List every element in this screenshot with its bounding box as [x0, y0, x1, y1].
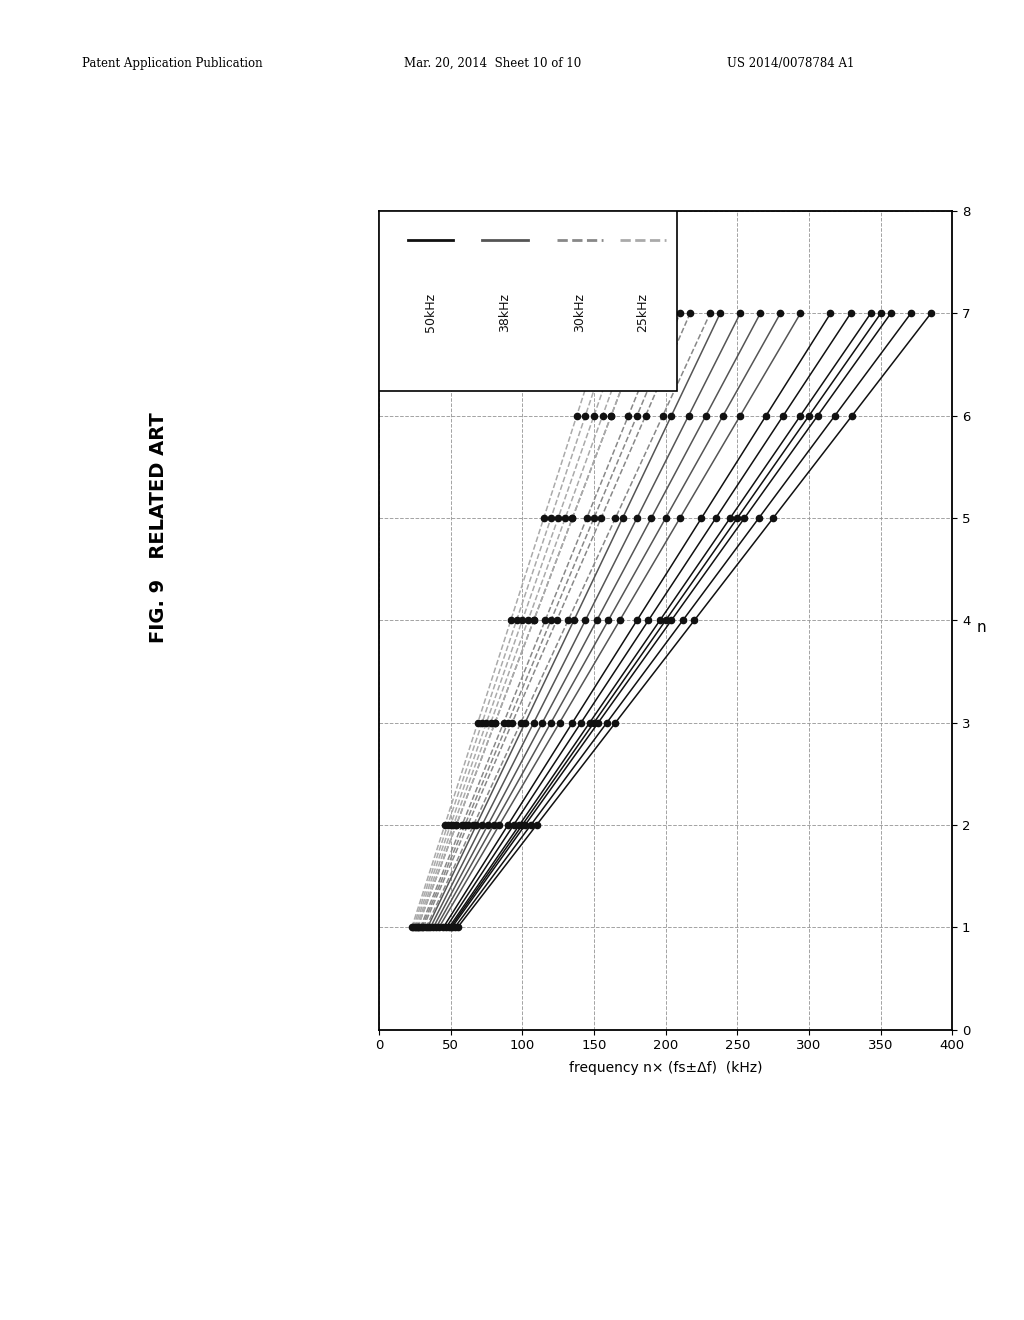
- Text: 25kHz: 25kHz: [622, 309, 635, 346]
- Text: 30kHz: 30kHz: [573, 293, 586, 333]
- Text: US 2014/0078784 A1: US 2014/0078784 A1: [727, 57, 854, 70]
- Text: Patent Application Publication: Patent Application Publication: [82, 57, 262, 70]
- Text: 38kHz: 38kHz: [484, 309, 498, 346]
- Text: 50kHz: 50kHz: [410, 309, 423, 346]
- Text: FIG. 9   RELATED ART: FIG. 9 RELATED ART: [150, 413, 168, 643]
- X-axis label: frequency n× (fs±Δf)  (kHz): frequency n× (fs±Δf) (kHz): [569, 1061, 762, 1074]
- Text: 30kHz: 30kHz: [559, 309, 571, 346]
- Text: 38kHz: 38kHz: [499, 293, 512, 333]
- Text: Mar. 20, 2014  Sheet 10 of 10: Mar. 20, 2014 Sheet 10 of 10: [404, 57, 582, 70]
- Text: 50kHz: 50kHz: [424, 293, 437, 333]
- Text: 25kHz: 25kHz: [636, 293, 649, 333]
- Y-axis label: n: n: [977, 620, 986, 635]
- FancyBboxPatch shape: [379, 211, 677, 391]
